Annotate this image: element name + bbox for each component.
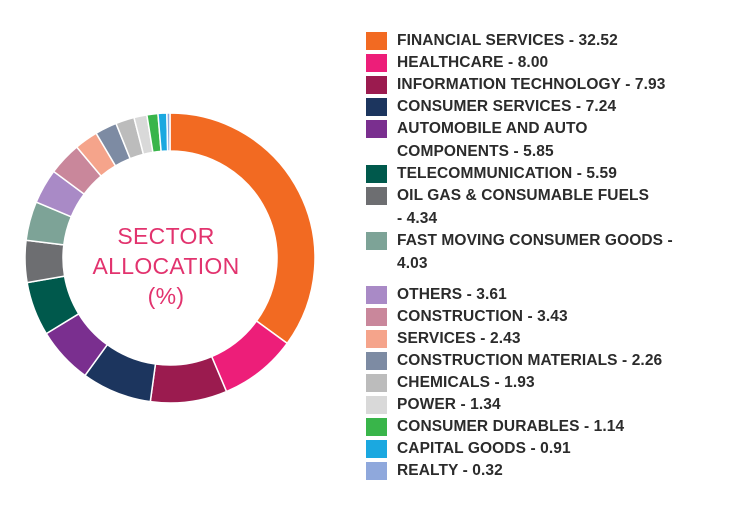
legend-label: 4.03 (397, 255, 428, 272)
legend-swatch (366, 187, 387, 205)
legend-swatch (366, 286, 387, 304)
legend-label: - 4.34 (397, 210, 438, 227)
legend-swatch (366, 374, 387, 392)
legend-label: INFORMATION TECHNOLOGY - 7.93 (397, 76, 666, 93)
legend-label: POWER - 1.34 (397, 396, 501, 413)
legend-label: CAPITAL GOODS - 0.91 (397, 440, 571, 457)
legend-label: COMPONENTS - 5.85 (397, 143, 554, 160)
legend-swatch (366, 76, 387, 94)
legend-label: FINANCIAL SERVICES - 32.52 (397, 32, 618, 49)
legend-label: CHEMICALS - 1.93 (397, 374, 535, 391)
legend-label: FAST MOVING CONSUMER GOODS - (397, 232, 673, 249)
donut-slice-6 (24, 239, 66, 284)
legend-swatch (366, 232, 387, 250)
legend-swatch (366, 396, 387, 414)
legend-label: CONSTRUCTION - 3.43 (397, 308, 568, 325)
chart-title-line-3: (%) (147, 283, 185, 309)
legend-swatch (366, 98, 387, 116)
chart-title-line-2: ALLOCATION (92, 253, 240, 279)
legend-label: OIL GAS & CONSUMABLE FUELS (397, 187, 650, 204)
donut-chart (24, 112, 316, 404)
chart-title-line-1: SECTOR (117, 223, 215, 249)
legend-swatch (366, 352, 387, 370)
donut-slice-2 (149, 355, 228, 404)
legend-label: HEALTHCARE - 8.00 (397, 54, 549, 71)
legend-swatch (366, 462, 387, 480)
legend-swatch (366, 54, 387, 72)
legend-label: SERVICES - 2.43 (397, 330, 521, 347)
legend-label: TELECOMMUNICATION - 5.59 (397, 165, 617, 182)
chart-legend: FINANCIAL SERVICES - 32.52 HEALTHCARE - 8… (366, 0, 746, 519)
legend-swatch (366, 330, 387, 348)
legend-swatch (366, 308, 387, 326)
legend-label: CONSUMER SERVICES - 7.24 (397, 98, 617, 115)
legend-label: CONSTRUCTION MATERIALS - 2.26 (397, 352, 663, 369)
legend-swatch (366, 440, 387, 458)
legend-swatch (366, 165, 387, 183)
donut-chart-area: SECTOR ALLOCATION (%) (0, 0, 340, 519)
legend-label: OTHERS - 3.61 (397, 286, 507, 303)
legend-swatch (366, 418, 387, 436)
legend-label: CONSUMER DURABLES - 1.14 (397, 418, 625, 435)
legend-swatch (366, 32, 387, 50)
legend-label: REALTY - 0.32 (397, 462, 503, 479)
legend-swatch (366, 120, 387, 138)
legend-label: AUTOMOBILE AND AUTO (397, 120, 588, 137)
donut-slice-16 (166, 112, 171, 152)
